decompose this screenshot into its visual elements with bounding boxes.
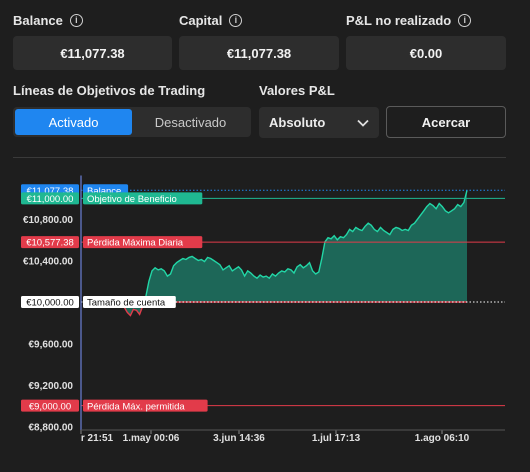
- pnl-values-label: Valores P&L: [259, 83, 335, 98]
- capital-label-row: Capital i: [179, 13, 243, 28]
- y-tick-label: €9,600.00: [29, 339, 74, 350]
- line-name-label: Pérdida Máx. permitida: [87, 401, 185, 412]
- toggle-active-button[interactable]: Activado: [15, 109, 132, 135]
- info-icon[interactable]: i: [69, 14, 83, 27]
- objectives-label: Líneas de Objetivos de Trading: [13, 83, 206, 98]
- line-value-tag: [21, 296, 79, 308]
- balance-label-row: Balance i: [13, 13, 83, 28]
- x-tick-label: 1.jul 17:13: [312, 433, 361, 444]
- y-tick-label: €8,800.00: [29, 422, 74, 433]
- line-name-label: Tamaño de cuenta: [87, 298, 166, 309]
- pnl-values-select[interactable]: Absoluto: [259, 107, 379, 138]
- divider: [13, 157, 506, 158]
- x-tick-label: r 21:51: [81, 433, 114, 444]
- pnl-label: P&L no realizado: [346, 13, 452, 28]
- pnl-label-row: P&L no realizado i: [346, 13, 472, 28]
- pnl-value: €0.00: [346, 36, 506, 70]
- select-value: Absoluto: [269, 115, 326, 130]
- line-name-tag: [83, 192, 203, 205]
- y-tick-label: €10,400.00: [23, 257, 73, 268]
- line-value-tag: [21, 192, 79, 205]
- toggle-inactive-button[interactable]: Desactivado: [154, 114, 227, 130]
- line-value-tag: [21, 399, 79, 412]
- zoom-button[interactable]: Acercar: [386, 106, 506, 138]
- capital-label: Capital: [179, 13, 223, 28]
- chevron-down-icon: [357, 119, 369, 127]
- pnl-area: [118, 190, 467, 316]
- line-name-tag: [83, 296, 176, 308]
- line-name-label: Pérdida Máxima Diaria: [87, 238, 184, 249]
- balance-value: €11,077.38: [13, 36, 172, 70]
- capital-value: €11,077.38: [179, 36, 339, 70]
- line-value-label: €11,000.00: [27, 194, 74, 205]
- y-tick-label: €10,800.00: [23, 215, 73, 226]
- x-tick-label: 1.ago 06:10: [415, 433, 470, 444]
- x-tick-label: 1.may 00:06: [123, 433, 180, 444]
- objectives-toggle: Activado Desactivado: [13, 107, 251, 137]
- balance-chart[interactable]: €10,800.00 €10,400.00 €9,600.00 €9,200.00 €8…: [0, 158, 530, 458]
- info-icon[interactable]: i: [458, 14, 472, 27]
- info-icon[interactable]: i: [229, 14, 243, 27]
- line-name-label: Objetivo de Beneficio: [87, 194, 177, 205]
- line-value-label: €9,000.00: [29, 401, 71, 412]
- line-name-tag: [83, 236, 203, 249]
- line-value-label: €10,577.38: [26, 238, 74, 249]
- balance-label: Balance: [13, 13, 63, 28]
- line-name-label: Balance: [87, 186, 121, 197]
- x-tick-label: 3.jun 14:36: [213, 433, 265, 444]
- line-value-label: €11,077.38: [27, 186, 74, 197]
- y-tick-label: €9,200.00: [29, 381, 74, 392]
- line-value-tag: [21, 236, 79, 249]
- line-value-label: €10,000.00: [26, 298, 74, 309]
- balance-series-line: [118, 190, 468, 303]
- line-name-tag: [83, 399, 208, 412]
